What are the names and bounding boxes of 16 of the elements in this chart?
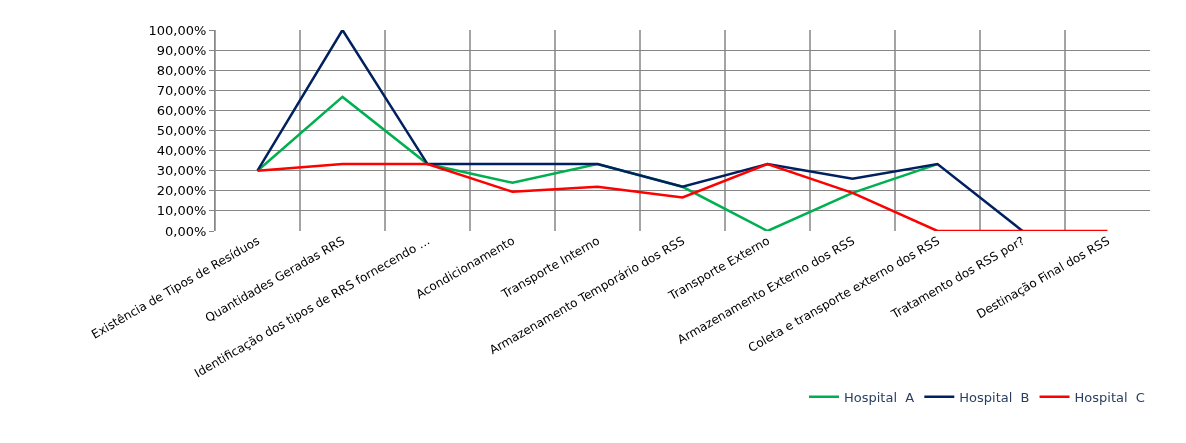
line-series xyxy=(256,162,1109,231)
legend-label: Hospital B xyxy=(959,389,1030,405)
y-tick-label: 100,00% xyxy=(148,22,207,38)
y-tick-label: 60,00% xyxy=(156,102,207,118)
y-tick-label: 20,00% xyxy=(156,183,207,199)
y-tick-label: 40,00% xyxy=(156,143,207,159)
y-tick-label: 50,00% xyxy=(156,123,207,139)
y-tick-label: 10,00% xyxy=(156,203,207,219)
y-tick-label: 90,00% xyxy=(156,42,207,58)
legend-label: Hospital C xyxy=(1074,389,1145,405)
line-series xyxy=(256,30,1024,231)
y-tick-label: 30,00% xyxy=(156,163,207,179)
y-tick-label: 80,00% xyxy=(156,62,207,78)
y-tick-label: 0,00% xyxy=(165,223,207,239)
y-tick-label: 70,00% xyxy=(156,82,207,98)
legend-label: Hospital A xyxy=(844,389,915,405)
